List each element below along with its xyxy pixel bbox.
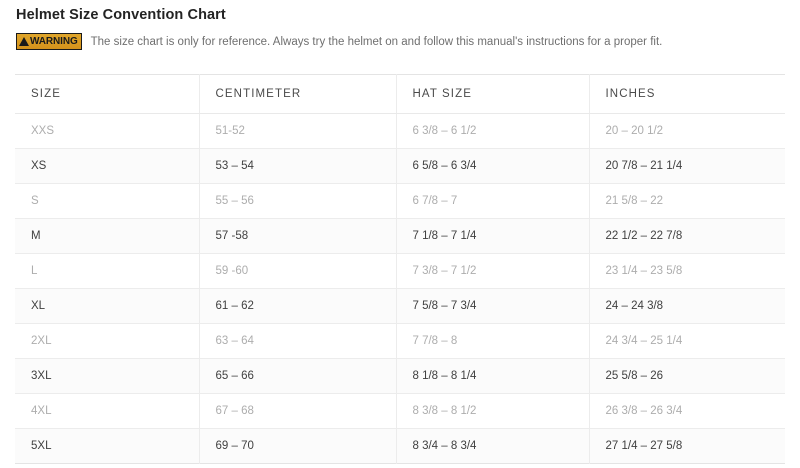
table-header-row: SIZE CENTIMETER HAT SIZE INCHES (15, 74, 785, 114)
warning-badge: WARNING (16, 33, 82, 50)
table-row: M 57 -58 7 1/8 – 7 1/4 22 1/2 – 22 7/8 (15, 218, 785, 254)
cell-size: 4XL (15, 393, 200, 429)
cell-inches: 24 – 24 3/8 (589, 288, 785, 324)
column-header-size: SIZE (15, 74, 200, 114)
page-title: Helmet Size Convention Chart (16, 7, 226, 23)
warning-notice: WARNING The size chart is only for refer… (16, 33, 662, 50)
cell-centimeter: 51-52 (199, 113, 397, 149)
cell-centimeter: 57 -58 (199, 218, 397, 254)
cell-hat-size: 7 7/8 – 8 (396, 323, 590, 359)
cell-inches: 27 1/4 – 27 5/8 (589, 428, 785, 464)
table-row: 3XL 65 – 66 8 1/8 – 8 1/4 25 5/8 – 26 (15, 358, 785, 394)
cell-centimeter: 65 – 66 (199, 358, 397, 394)
table-row: XXS 51-52 6 3/8 – 6 1/2 20 – 20 1/2 (15, 113, 785, 149)
cell-hat-size: 6 5/8 – 6 3/4 (396, 148, 590, 184)
column-header-centimeter: CENTIMETER (199, 74, 397, 114)
table-body: XXS 51-52 6 3/8 – 6 1/2 20 – 20 1/2 XS 5… (15, 113, 785, 464)
cell-size: S (15, 183, 200, 219)
cell-inches: 21 5/8 – 22 (589, 183, 785, 219)
cell-centimeter: 63 – 64 (199, 323, 397, 359)
cell-inches: 25 5/8 – 26 (589, 358, 785, 394)
cell-inches: 20 7/8 – 21 1/4 (589, 148, 785, 184)
cell-hat-size: 7 3/8 – 7 1/2 (396, 253, 590, 289)
cell-size: 5XL (15, 428, 200, 464)
table-row: L 59 -60 7 3/8 – 7 1/2 23 1/4 – 23 5/8 (15, 253, 785, 289)
cell-inches: 24 3/4 – 25 1/4 (589, 323, 785, 359)
cell-size: 3XL (15, 358, 200, 394)
cell-hat-size: 6 3/8 – 6 1/2 (396, 113, 590, 149)
cell-centimeter: 53 – 54 (199, 148, 397, 184)
column-header-inches: INCHES (589, 74, 785, 114)
cell-hat-size: 7 1/8 – 7 1/4 (396, 218, 590, 254)
cell-centimeter: 67 – 68 (199, 393, 397, 429)
table-header: SIZE CENTIMETER HAT SIZE INCHES (15, 74, 785, 114)
cell-size: M (15, 218, 200, 254)
cell-centimeter: 59 -60 (199, 253, 397, 289)
column-header-hat-size: HAT SIZE (396, 74, 590, 114)
warning-triangle-icon (19, 37, 29, 46)
cell-centimeter: 69 – 70 (199, 428, 397, 464)
cell-hat-size: 8 3/8 – 8 1/2 (396, 393, 590, 429)
cell-size: XS (15, 148, 200, 184)
cell-size: XL (15, 288, 200, 324)
warning-badge-label: WARNING (30, 35, 78, 47)
table-row: XL 61 – 62 7 5/8 – 7 3/4 24 – 24 3/8 (15, 288, 785, 324)
cell-hat-size: 7 5/8 – 7 3/4 (396, 288, 590, 324)
cell-centimeter: 61 – 62 (199, 288, 397, 324)
table-row: 4XL 67 – 68 8 3/8 – 8 1/2 26 3/8 – 26 3/… (15, 393, 785, 429)
cell-inches: 20 – 20 1/2 (589, 113, 785, 149)
cell-inches: 26 3/8 – 26 3/4 (589, 393, 785, 429)
table-row: XS 53 – 54 6 5/8 – 6 3/4 20 7/8 – 21 1/4 (15, 148, 785, 184)
size-chart-table: SIZE CENTIMETER HAT SIZE INCHES XXS 51-5… (15, 74, 785, 464)
table-row: 2XL 63 – 64 7 7/8 – 8 24 3/4 – 25 1/4 (15, 323, 785, 359)
cell-hat-size: 8 3/4 – 8 3/4 (396, 428, 590, 464)
cell-hat-size: 6 7/8 – 7 (396, 183, 590, 219)
cell-hat-size: 8 1/8 – 8 1/4 (396, 358, 590, 394)
cell-size: 2XL (15, 323, 200, 359)
cell-size: L (15, 253, 200, 289)
warning-notice-text: The size chart is only for reference. Al… (90, 35, 663, 48)
table-row: 5XL 69 – 70 8 3/4 – 8 3/4 27 1/4 – 27 5/… (15, 428, 785, 464)
table-row: S 55 – 56 6 7/8 – 7 21 5/8 – 22 (15, 183, 785, 219)
cell-inches: 22 1/2 – 22 7/8 (589, 218, 785, 254)
cell-centimeter: 55 – 56 (199, 183, 397, 219)
cell-size: XXS (15, 113, 200, 149)
cell-inches: 23 1/4 – 23 5/8 (589, 253, 785, 289)
